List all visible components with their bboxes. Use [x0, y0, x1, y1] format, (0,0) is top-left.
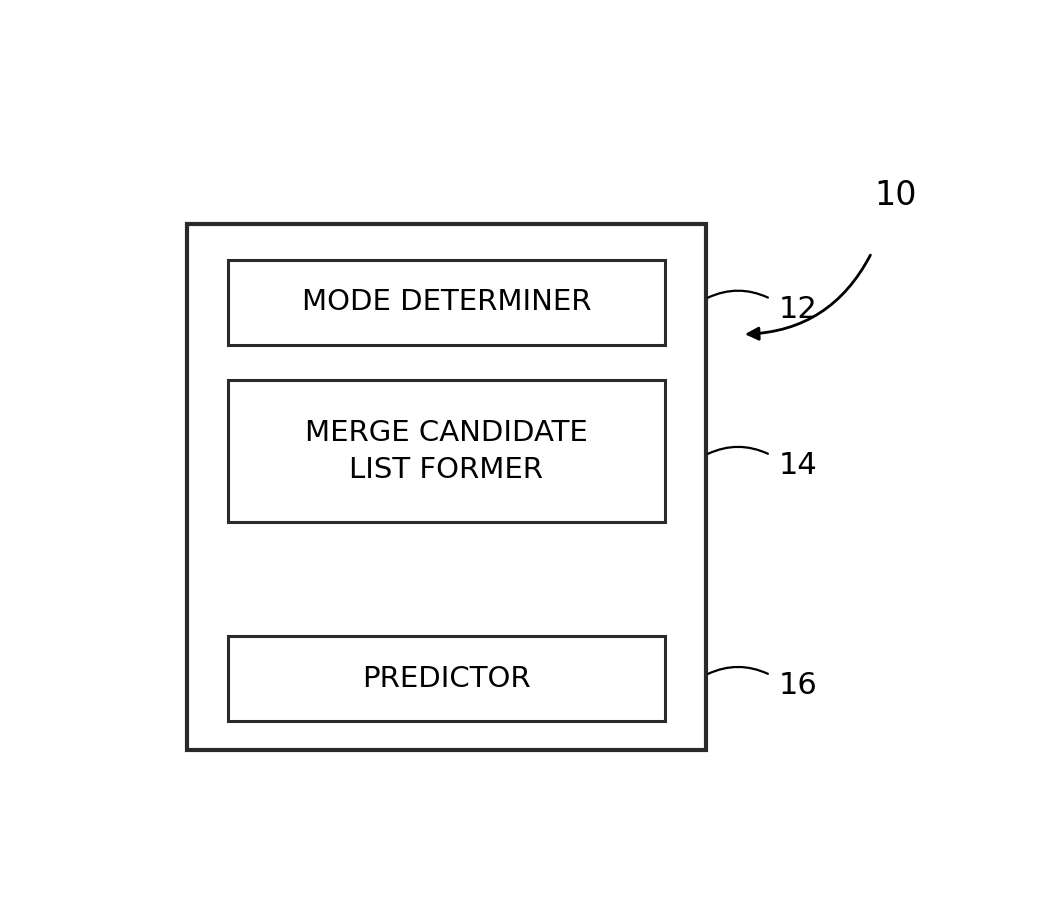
Text: 14: 14 [779, 451, 817, 480]
Bar [187, 224, 705, 750]
Text: 16: 16 [779, 671, 817, 700]
Bar [228, 636, 666, 721]
Bar [228, 260, 666, 345]
Bar [228, 381, 666, 523]
Text: 12: 12 [779, 295, 817, 324]
Text: PREDICTOR: PREDICTOR [363, 665, 531, 692]
Text: MODE DETERMINER: MODE DETERMINER [302, 289, 591, 316]
Text: 10: 10 [875, 180, 918, 212]
Text: MERGE CANDIDATE
LIST FORMER: MERGE CANDIDATE LIST FORMER [305, 419, 588, 484]
